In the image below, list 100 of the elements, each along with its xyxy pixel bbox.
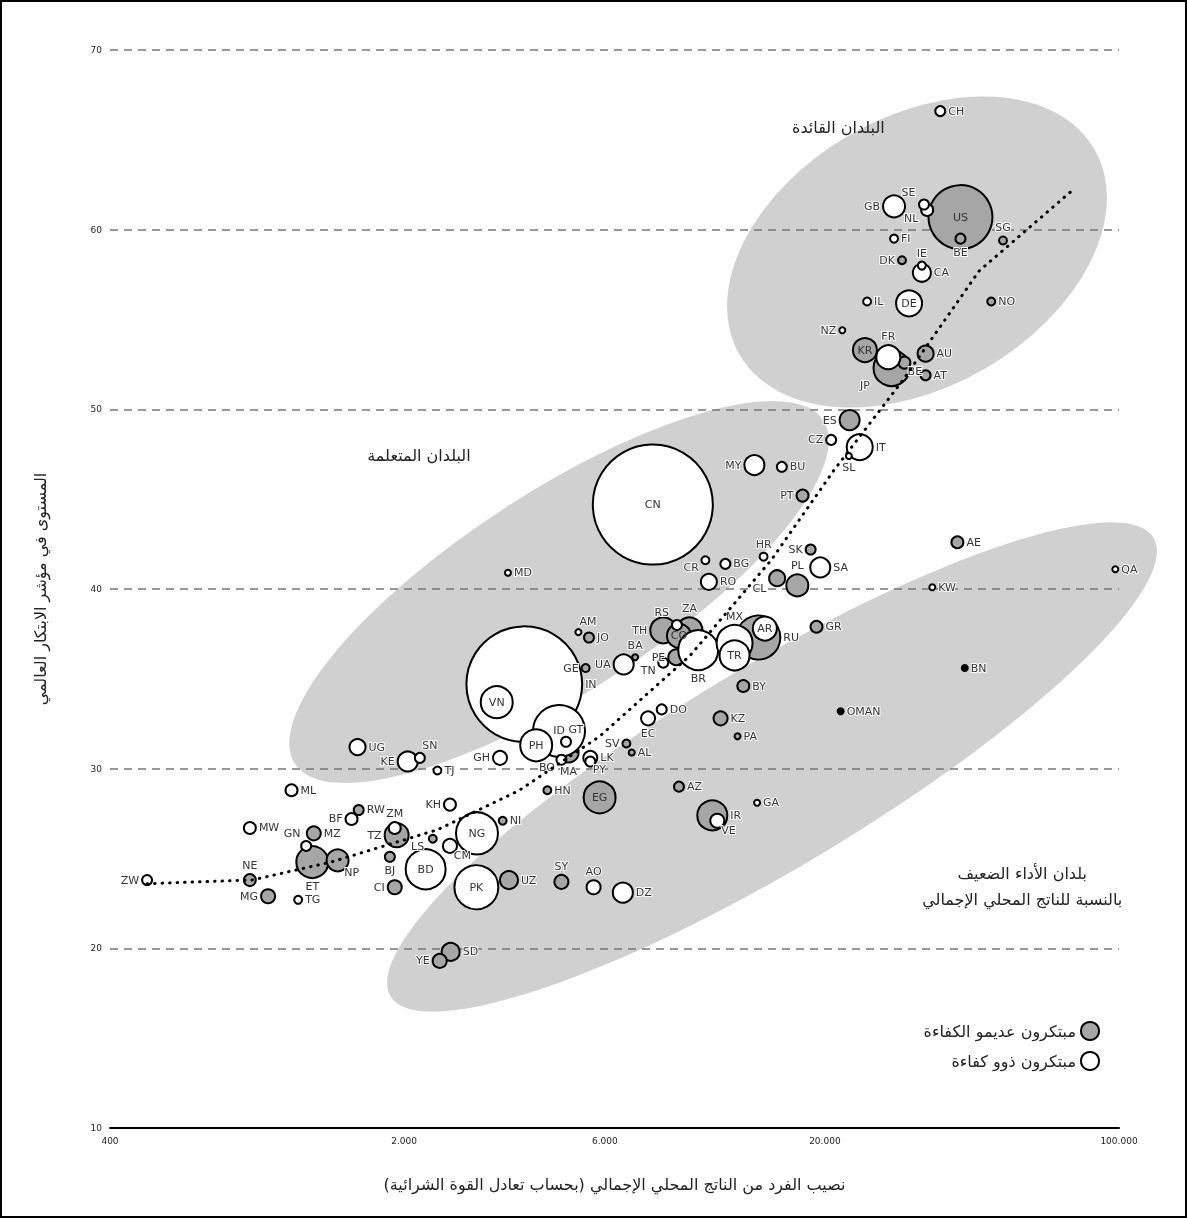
data-label: UA — [595, 657, 612, 671]
data-label: PH — [528, 738, 544, 752]
data-label: GT — [568, 723, 584, 737]
data-label: PL — [790, 559, 805, 573]
data-label: ZA — [681, 602, 698, 616]
annotation: البلدان القائدة — [792, 118, 885, 138]
data-label: SK — [788, 542, 804, 556]
x-tick-label: 2.000 — [391, 1135, 418, 1146]
data-label: IL — [874, 295, 885, 309]
data-label: CZ — [807, 433, 824, 447]
data-label: KW — [938, 580, 957, 594]
y-tick-label: 60 — [90, 224, 103, 235]
data-label: AT — [933, 368, 948, 382]
data-label: NZ — [820, 323, 837, 337]
data-label: YE — [415, 954, 430, 968]
data-label: KE — [380, 754, 395, 768]
data-label: GE — [563, 661, 579, 675]
data-label: BU — [789, 460, 806, 474]
data-label: BN — [970, 661, 987, 675]
data-label: HN — [554, 783, 571, 797]
data-label: AE — [966, 535, 981, 549]
x-tick-label: 20.000 — [809, 1135, 841, 1146]
data-label: IN — [585, 677, 597, 691]
data-label: SE — [901, 186, 916, 200]
data-label: UG — [368, 740, 386, 754]
data-label: MY — [725, 458, 742, 472]
data-label: KR — [857, 343, 873, 357]
data-label: PA — [743, 729, 758, 743]
data-label: MA — [560, 764, 578, 778]
data-label: TJ — [443, 763, 455, 777]
data-label: AM — [579, 615, 597, 629]
data-label: NP — [344, 866, 360, 879]
data-label: MW — [258, 821, 280, 835]
data-label: NG — [468, 826, 486, 840]
data-label: GH — [473, 751, 490, 765]
data-label: GR — [825, 620, 842, 634]
data-label: GB — [863, 199, 881, 213]
data-label: BY — [752, 679, 767, 693]
data-label: BD — [417, 862, 434, 876]
data-label: SG — [995, 221, 1011, 235]
data-label: ID — [553, 724, 565, 738]
data-label: AZ — [686, 780, 703, 794]
data-label: ZM — [386, 806, 404, 820]
data-label: MG — [240, 889, 259, 903]
data-label: SL — [842, 461, 857, 475]
data-label: ZW — [120, 873, 140, 887]
data-label: RO — [719, 575, 737, 589]
data-label: NE — [242, 859, 258, 873]
data-label: BG — [733, 557, 750, 571]
data-label: GA — [763, 796, 780, 810]
legend-label: مبتكرون عديمو الكفاءة — [923, 1021, 1076, 1042]
data-label: QA — [1121, 562, 1138, 576]
data-label: IR — [730, 808, 742, 822]
data-label: DO — [669, 702, 688, 716]
data-label: EC — [640, 727, 656, 741]
data-label: HR — [755, 537, 772, 551]
annotation: بلدان الأداء الضعيف بالنسبة للناتج المحلي الإجمالي — [922, 862, 1123, 910]
x-axis-title: نصيب الفرد من الناتج المحلي الإجمالي (بحساب تعادل القوة الشرائية) — [383, 1174, 846, 1195]
data-label: CH — [948, 104, 965, 118]
data-label: MD — [513, 566, 532, 580]
data-label: BR — [690, 672, 707, 686]
data-label: JO — [595, 631, 610, 645]
data-label: ES — [822, 413, 837, 427]
data-label: KH — [425, 798, 441, 812]
data-label: TH — [631, 623, 648, 637]
data-label: SN — [422, 739, 438, 753]
data-label: BO — [538, 761, 556, 775]
data-label: CN — [644, 498, 661, 512]
data-label: FI — [901, 232, 911, 246]
data-label: TN — [639, 664, 656, 678]
data-label: KZ — [730, 711, 746, 725]
data-label: RS — [654, 606, 670, 620]
data-label: EG — [591, 790, 608, 804]
data-label: VE — [721, 823, 736, 837]
data-label: BF — [328, 812, 343, 826]
data-label: PK — [469, 880, 485, 894]
data-label: MX — [726, 609, 744, 623]
data-label: AR — [757, 622, 773, 636]
annotation: البلدان المتعلمة — [367, 445, 471, 465]
data-label: DE — [901, 296, 917, 310]
data-label: AU — [936, 347, 953, 361]
data-label: RU — [783, 631, 800, 645]
y-tick-label: 70 — [90, 45, 103, 55]
data-label: DK — [879, 253, 896, 267]
data-label: US — [952, 210, 968, 224]
data-label: AO — [585, 865, 602, 879]
data-label: SD — [462, 945, 479, 959]
data-label: LS — [411, 839, 425, 853]
data-label: SA — [833, 560, 849, 574]
y-axis-title: المستوى في مؤشر الابتكار العالمي — [30, 472, 51, 706]
legend-label: مبتكرون ذوو كفاءة — [951, 1051, 1076, 1072]
data-label: TR — [726, 648, 743, 662]
data-label: BJ — [384, 863, 396, 877]
data-label: RW — [366, 803, 385, 817]
data-label: TZ — [366, 828, 383, 842]
data-label: OMAN — [846, 704, 881, 718]
data-label: ML — [300, 783, 317, 797]
data-label: CM — [453, 848, 471, 862]
data-label: CR — [683, 561, 700, 575]
data-label: GN — [283, 827, 301, 841]
